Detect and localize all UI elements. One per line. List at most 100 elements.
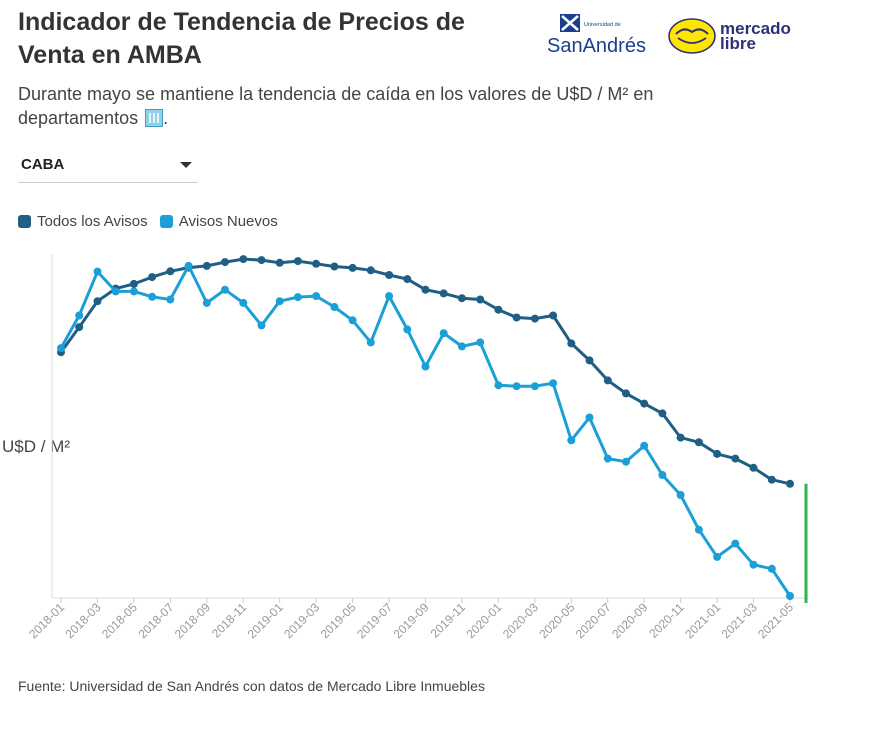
building-icon — [145, 109, 164, 127]
x-tick-label: 2020-01 — [463, 600, 504, 641]
x-tick-label: 2019-03 — [281, 600, 322, 641]
data-point-avisos-nuevos — [348, 316, 357, 325]
data-point-avisos-nuevos — [57, 344, 65, 353]
data-point-todos-los-avisos — [767, 475, 776, 484]
data-point-todos-los-avisos — [694, 438, 703, 447]
data-point-todos-los-avisos — [221, 258, 229, 267]
svg-text:libre: libre — [720, 34, 756, 53]
data-point-todos-los-avisos — [257, 256, 266, 265]
legend-item-todos[interactable]: Todos los Avisos — [18, 213, 148, 230]
x-tick-label: 2021-03 — [719, 600, 760, 641]
data-point-avisos-nuevos — [330, 303, 339, 311]
data-point-avisos-nuevos — [731, 539, 740, 548]
data-point-todos-los-avisos — [457, 294, 466, 303]
data-point-todos-los-avisos — [403, 275, 412, 284]
data-point-todos-los-avisos — [129, 279, 138, 288]
data-point-avisos-nuevos — [93, 267, 102, 276]
data-point-avisos-nuevos — [767, 564, 776, 573]
data-point-todos-los-avisos — [512, 313, 521, 322]
data-point-avisos-nuevos — [786, 592, 794, 600]
data-point-avisos-nuevos — [749, 560, 758, 569]
series-line-avisos-nuevos — [59, 264, 792, 597]
data-point-todos-los-avisos — [75, 323, 84, 332]
legend-label-nuevos: Avisos Nuevos — [178, 213, 278, 230]
data-point-avisos-nuevos — [476, 338, 485, 347]
x-tick-label: 2019-11 — [428, 600, 469, 641]
legend-swatch-nuevos — [159, 215, 173, 228]
x-tick-label: 2018-05 — [99, 600, 140, 641]
data-point-avisos-nuevos — [494, 381, 503, 390]
caret-down-icon — [180, 162, 192, 168]
data-point-avisos-nuevos — [166, 295, 175, 304]
series-line-todos-los-avisos — [59, 257, 791, 486]
data-point-avisos-nuevos — [713, 552, 722, 561]
data-point-todos-los-avisos — [603, 376, 612, 385]
data-point-avisos-nuevos — [148, 292, 157, 301]
region-select[interactable]: CABA — [18, 150, 198, 183]
data-point-todos-los-avisos — [111, 284, 120, 293]
data-point-avisos-nuevos — [221, 285, 229, 294]
x-tick-label: 2021-05 — [755, 600, 796, 641]
legend-label-todos: Todos los Avisos — [37, 213, 148, 230]
x-tick-label: 2020-07 — [573, 600, 614, 641]
data-point-avisos-nuevos — [676, 491, 685, 499]
data-point-avisos-nuevos — [439, 329, 448, 338]
svg-text:mercado: mercado — [720, 19, 791, 38]
x-tick-label: 2018-07 — [135, 600, 176, 641]
subtitle: Durante mayo se mantiene la tendencia de… — [18, 82, 738, 130]
data-point-avisos-nuevos — [202, 298, 211, 307]
x-tick-label: 2018-03 — [63, 600, 104, 641]
data-point-todos-los-avisos — [202, 261, 211, 270]
x-tick-label: 2019-07 — [354, 600, 395, 641]
data-point-avisos-nuevos — [184, 261, 193, 270]
data-point-avisos-nuevos — [549, 379, 558, 388]
x-tick-label: 2019-01 — [245, 600, 286, 641]
x-tick-label: 2020-03 — [500, 600, 541, 641]
data-point-todos-los-avisos — [330, 262, 339, 271]
data-point-todos-los-avisos — [494, 305, 503, 314]
data-point-todos-los-avisos — [713, 449, 722, 458]
x-tick-label: 2018-11 — [209, 600, 250, 641]
data-point-todos-los-avisos — [293, 257, 302, 266]
page-title: Indicador de Tendencia de Precios de Ven… — [18, 8, 465, 69]
data-point-todos-los-avisos — [549, 311, 558, 320]
chart-legend: Todos los Avisos Avisos Nuevos — [18, 213, 286, 232]
data-point-avisos-nuevos — [275, 297, 284, 306]
data-point-avisos-nuevos — [457, 342, 466, 351]
data-point-todos-los-avisos — [57, 348, 65, 357]
data-point-todos-los-avisos — [530, 314, 539, 323]
data-point-avisos-nuevos — [239, 298, 248, 307]
x-tick-label: 2018-09 — [172, 600, 213, 641]
data-point-todos-los-avisos — [476, 295, 485, 304]
data-point-avisos-nuevos — [111, 287, 120, 296]
data-point-todos-los-avisos — [239, 255, 248, 264]
data-point-avisos-nuevos — [658, 471, 667, 479]
data-point-avisos-nuevos — [385, 292, 394, 301]
data-point-avisos-nuevos — [694, 525, 703, 534]
data-point-todos-los-avisos — [421, 285, 430, 294]
data-point-avisos-nuevos — [585, 413, 594, 422]
data-point-todos-los-avisos — [348, 263, 357, 272]
data-point-todos-los-avisos — [640, 399, 649, 408]
data-point-avisos-nuevos — [530, 382, 539, 391]
y-axis-label: U$D / M² — [2, 437, 70, 456]
x-tick-label: 2020-09 — [609, 600, 650, 641]
data-point-avisos-nuevos — [293, 293, 302, 302]
data-point-avisos-nuevos — [312, 292, 321, 301]
subtitle-end: . — [163, 108, 169, 128]
data-point-avisos-nuevos — [512, 382, 521, 391]
universidad-san-andres-logo: Universidad de SanAndrés — [546, 12, 646, 58]
x-tick-label: 2020-05 — [536, 600, 577, 641]
data-point-avisos-nuevos — [366, 338, 375, 347]
mercado-libre-logo: mercado libre — [668, 16, 798, 56]
data-point-avisos-nuevos — [403, 325, 412, 334]
data-point-todos-los-avisos — [567, 339, 576, 348]
legend-item-nuevos[interactable]: Avisos Nuevos — [159, 213, 278, 230]
data-point-todos-los-avisos — [366, 266, 375, 275]
svg-text:SanAndrés: SanAndrés — [547, 35, 646, 57]
data-point-todos-los-avisos — [148, 273, 157, 282]
x-tick-label: 2021-01 — [682, 600, 723, 641]
x-tick-label: 2018-01 — [26, 600, 67, 641]
source-note: Fuente: Universidad de San Andrés con da… — [18, 678, 485, 694]
data-point-avisos-nuevos — [421, 362, 430, 371]
